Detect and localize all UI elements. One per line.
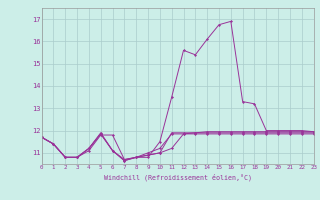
X-axis label: Windchill (Refroidissement éolien,°C): Windchill (Refroidissement éolien,°C): [104, 173, 252, 181]
